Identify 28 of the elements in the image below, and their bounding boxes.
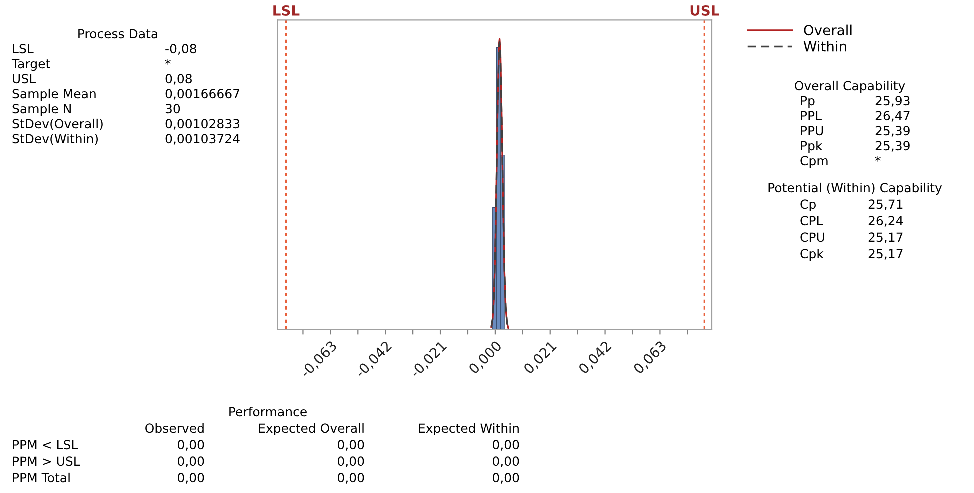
text: Overall Capability [795, 80, 906, 94]
text: LSL -0,08 [13, 44, 196, 55]
text: StDev(Overall) 0,00102833 [12, 118, 240, 130]
text: Sample Mean 0,00166667 [12, 88, 240, 102]
text: Sample N 30 [12, 104, 180, 116]
text: Process Data [78, 29, 158, 39]
text: StDev(Within) 0,00103724 [12, 134, 240, 146]
ref-line-label: LSL [274, 5, 300, 16]
text: Cpm * [800, 156, 881, 168]
text: Observed Expected Overall Expected Within [146, 423, 519, 436]
text: Pp 25,93 [801, 96, 910, 108]
text: Target * [12, 59, 171, 72]
text: Cp 25,71 [800, 200, 903, 212]
text: PPU 25,39 [801, 126, 910, 137]
text: Cpk 25,17 [800, 248, 903, 262]
text: PPM > USL 0,00 0,00 0,00 [13, 456, 520, 468]
text: PPM < LSL 0,00 0,00 0,00 [13, 440, 520, 451]
text: Ppk 25,39 [801, 140, 910, 154]
text: PPL 26,47 [801, 111, 910, 122]
text: Performance [230, 406, 307, 417]
text: CPL 26,24 [800, 216, 904, 227]
ref-line-label: USL [690, 5, 720, 16]
text: PPM Total 0,00 0,00 0,00 [13, 472, 520, 484]
text: CPU 25,17 [800, 232, 903, 244]
legend-label: Overall [804, 24, 852, 36]
legend-label: Within [804, 41, 846, 52]
text: Potential (Within) Capability [768, 182, 942, 196]
text: USL 0,08 [13, 74, 192, 85]
